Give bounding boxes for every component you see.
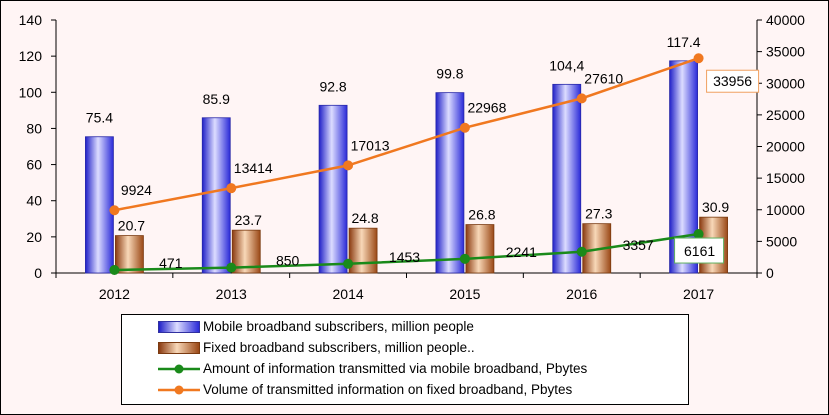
right-axis-tick-label: 10000 [766,202,805,218]
bar-label-mobile-subscribers: 92.8 [319,78,346,94]
left-axis-tick-label: 60 [26,157,42,173]
point-mobile-traffic [459,253,470,264]
x-axis-tick-label: 2014 [333,286,364,302]
left-axis-tick-label: 100 [19,84,43,100]
data-label-mobile-traffic: 2241 [506,244,537,260]
line-fixed-traffic [114,57,699,212]
data-label-mobile-traffic: 850 [276,253,300,269]
data-label-fixed-traffic: 22968 [467,100,506,116]
point-mobile-traffic [693,229,704,240]
legend-swatch-blue [158,321,200,333]
legend-swatch-orange [158,342,200,354]
bar-label-mobile-subscribers: 117.4 [667,34,701,50]
point-mobile-traffic [343,258,354,269]
data-label-mobile-traffic: 3357 [623,237,654,253]
bar-mobile-subscribers [318,104,348,274]
right-axis-tick-label: 0 [766,265,774,281]
bar-label-fixed-subscribers: 24.8 [351,210,378,226]
bar-label-mobile-subscribers: 75.4 [86,110,113,126]
legend-swatch-orange-line [158,385,200,395]
legend-item-mobile-subscribers: Mobile broadband subscribers, million pe… [122,317,688,337]
bar-label-fixed-subscribers: 20.7 [118,218,145,234]
x-axis-tick-label: 2012 [99,286,130,302]
bar-label-mobile-subscribers: 99.8 [436,66,463,82]
bar-label-mobile-subscribers: 104,4 [549,57,584,73]
bar-label-fixed-subscribers: 23.7 [235,212,262,228]
bar-label-fixed-subscribers: 27.3 [585,206,612,222]
point-mobile-traffic [226,262,237,273]
legend-item-fixed-subscribers: Fixed broadband subscribers, million peo… [122,338,688,358]
data-label-fixed-traffic: 13414 [234,160,273,176]
left-axis-tick-label: 40 [26,193,42,209]
legend-swatch-green-line [158,364,200,374]
right-axis-tick-label: 30000 [766,75,805,91]
chart-legend: Mobile broadband subscribers, million pe… [121,314,689,405]
point-fixed-traffic [459,122,470,133]
point-fixed-traffic [343,160,354,171]
legend-label: Mobile broadband subscribers, million pe… [203,319,474,334]
bar-label-fixed-subscribers: 26.8 [468,207,495,223]
data-label-mobile-traffic: 471 [159,255,183,271]
right-axis-tick-label: 20000 [766,139,805,155]
point-fixed-traffic [576,93,587,104]
bar-fixed-subscribers [348,227,378,274]
line-mobile-traffic [114,232,699,272]
data-label-fixed-traffic: 17013 [351,137,390,153]
data-label-fixed-traffic: 27610 [584,70,623,86]
right-axis-tick-label: 5000 [766,233,797,249]
legend-item-mobile-traffic: Amount of information transmitted via mo… [122,359,688,379]
bar-mobile-subscribers [435,92,465,274]
right-axis-tick-label: 15000 [766,170,805,186]
left-axis-tick-label: 20 [26,229,42,245]
x-axis-tick-label: 2016 [566,286,597,302]
point-fixed-traffic [109,205,120,216]
left-axis-tick-label: 120 [19,48,43,64]
data-label-fixed-traffic: 33956 [713,73,752,89]
left-axis-tick-label: 140 [19,12,43,28]
right-axis-tick-label: 25000 [766,107,805,123]
bar-label-mobile-subscribers: 85.9 [203,91,230,107]
legend-label: Amount of information transmitted via mo… [203,361,588,376]
legend-label: Volume of transmitted information on fix… [203,382,573,397]
right-axis-tick-label: 35000 [766,44,805,60]
x-axis-tick-label: 2017 [683,286,714,302]
legend-item-fixed-traffic: Volume of transmitted information on fix… [122,380,688,400]
x-axis-tick-label: 2015 [449,286,480,302]
data-label-mobile-traffic: 1453 [389,249,420,265]
x-axis-tick-label: 2013 [216,286,247,302]
data-label-box-mobile-traffic [674,237,725,264]
data-label-mobile-traffic: 6161 [684,243,715,259]
point-fixed-traffic [693,53,704,64]
point-mobile-traffic [576,246,587,257]
data-label-box-fixed-traffic [706,69,760,93]
bar-fixed-subscribers [465,224,495,274]
left-axis-tick-label: 0 [34,265,42,281]
legend-label: Fixed broadband subscribers, million peo… [203,340,475,355]
bar-mobile-subscribers [85,136,114,274]
bar-mobile-subscribers [201,117,231,274]
bar-mobile-subscribers [552,83,582,274]
point-fixed-traffic [226,183,237,194]
point-mobile-traffic [109,265,120,276]
data-label-fixed-traffic: 9924 [121,182,152,198]
right-axis-tick-label: 40000 [766,12,805,28]
bar-fixed-subscribers [115,235,144,274]
left-axis-tick-label: 80 [26,120,42,136]
bar-label-fixed-subscribers: 30.9 [702,199,729,215]
